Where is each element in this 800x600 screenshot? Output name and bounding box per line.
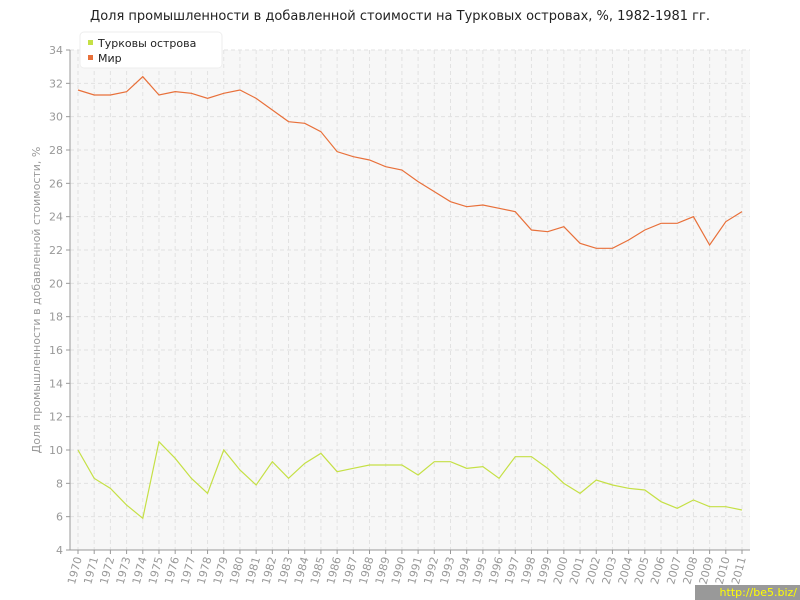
y-axis-label: Доля промышленности в добавленной стоимо…	[30, 147, 43, 454]
y-tick-label: 8	[56, 477, 63, 490]
y-tick-label: 22	[49, 244, 63, 257]
y-tick-label: 12	[49, 411, 63, 424]
y-tick-label: 14	[49, 377, 63, 390]
legend-swatch	[88, 40, 93, 45]
y-tick-label: 16	[49, 344, 63, 357]
y-tick-label: 30	[49, 111, 63, 124]
legend-swatch	[88, 55, 93, 60]
y-tick-label: 20	[49, 277, 63, 290]
legend-label: Турковы острова	[97, 37, 196, 50]
y-tick-label: 10	[49, 444, 63, 457]
y-tick-label: 34	[49, 44, 63, 57]
y-tick-label: 6	[56, 511, 63, 524]
y-tick-label: 28	[49, 144, 63, 157]
watermark-bg	[695, 585, 800, 600]
series-line	[77, 75, 743, 249]
chart-title: Доля промышленности в добавленной стоимо…	[90, 9, 710, 24]
y-tick-label: 26	[49, 177, 63, 190]
y-tick-label: 18	[49, 311, 63, 324]
y-tick-label: 4	[56, 544, 63, 557]
legend-label: Мир	[98, 52, 122, 65]
watermark: http://be5.biz/	[720, 586, 798, 599]
y-tick-label: 32	[49, 77, 63, 90]
plot-area	[70, 50, 750, 550]
legend-box	[79, 31, 223, 69]
series-line	[77, 440, 743, 520]
y-tick-label: 24	[49, 211, 63, 224]
